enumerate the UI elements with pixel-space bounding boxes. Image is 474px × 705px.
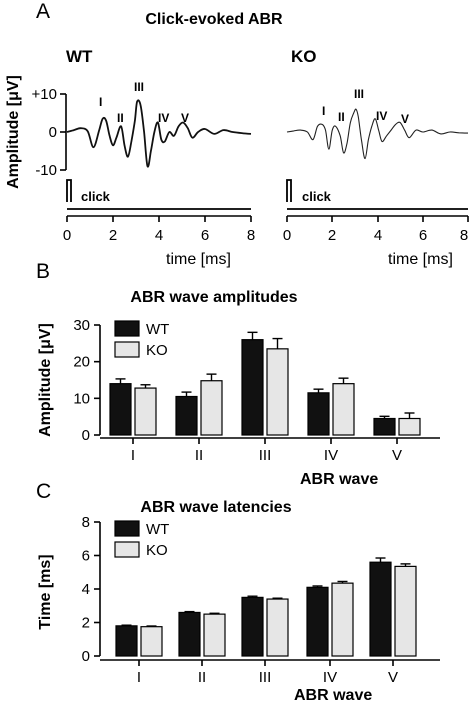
ko-peak-II: II bbox=[338, 110, 345, 124]
wt-peak-I: I bbox=[99, 95, 102, 109]
bar-ko-IV bbox=[332, 383, 355, 436]
y-tick-label: 6 bbox=[82, 548, 90, 565]
bar-wt-II bbox=[178, 611, 201, 657]
wt-time-axis bbox=[66, 215, 252, 222]
bar-ko-III bbox=[266, 598, 289, 657]
x-tick-label-I: I bbox=[137, 669, 141, 686]
x-tick-label-V: V bbox=[388, 669, 398, 686]
x-tick-label-IV: IV bbox=[324, 447, 338, 464]
y-tick-label: 8 bbox=[82, 514, 90, 531]
ko-xlabel: time [ms] bbox=[388, 251, 453, 268]
ko-xtick-2: 2 bbox=[328, 227, 336, 244]
y-tick-label: 0 bbox=[82, 648, 90, 665]
wt-xtick-6: 6 bbox=[201, 227, 209, 244]
panel-a-ytick-0: 0 bbox=[49, 124, 57, 141]
ko-peak-I: I bbox=[322, 104, 325, 118]
x-tick-label-II: II bbox=[195, 447, 203, 464]
bar-wt-V bbox=[373, 417, 396, 436]
wt-xlabel: time [ms] bbox=[166, 251, 231, 268]
y-tick-label: 4 bbox=[82, 581, 90, 598]
panel-c-letter: C bbox=[36, 480, 51, 503]
legend-swatch-wt bbox=[114, 520, 140, 537]
wt-xtick-2: 2 bbox=[109, 227, 117, 244]
wt-xtick-0: 0 bbox=[63, 227, 71, 244]
y-tick-label: 2 bbox=[82, 615, 90, 632]
x-tick-label-III: III bbox=[259, 669, 272, 686]
legend-label-ko: KO bbox=[146, 542, 168, 559]
legend-swatch-ko bbox=[114, 341, 140, 358]
ko-time-axis bbox=[286, 215, 469, 222]
bar-wt-III bbox=[241, 596, 264, 657]
ko-xtick-4: 4 bbox=[374, 227, 382, 244]
wt-click-marker bbox=[66, 179, 251, 210]
wt-xtick-8: 8 bbox=[247, 227, 255, 244]
bar-ko-II bbox=[203, 613, 226, 657]
panel-a-yaxis bbox=[60, 93, 67, 171]
bar-wt-I bbox=[115, 625, 138, 657]
wt-click-label: click bbox=[81, 189, 111, 204]
wt-label: WT bbox=[66, 47, 93, 66]
x-tick-label-II: II bbox=[198, 669, 206, 686]
bar-wt-II bbox=[175, 395, 198, 436]
panel-a-letter: A bbox=[36, 0, 50, 23]
bar-ko-V bbox=[394, 565, 417, 657]
wt-peak-II: II bbox=[117, 111, 124, 125]
wt-peak-IV: IV bbox=[158, 111, 169, 125]
ko-xtick-6: 6 bbox=[419, 227, 427, 244]
ko-peak-V: V bbox=[401, 112, 409, 126]
panel-c-xlabel: ABR wave bbox=[294, 687, 372, 704]
y-tick-label: 0 bbox=[82, 427, 90, 444]
panel-b-title: ABR wave amplitudes bbox=[130, 289, 297, 306]
bar-wt-IV bbox=[307, 392, 330, 436]
bar-ko-V bbox=[398, 417, 421, 436]
x-tick-label-V: V bbox=[392, 447, 402, 464]
panel-b-xlabel: ABR wave bbox=[300, 471, 378, 488]
panel-c-title: ABR wave latencies bbox=[140, 499, 291, 516]
wt-xtick-4: 4 bbox=[155, 227, 163, 244]
ko-click-label: click bbox=[302, 189, 332, 204]
legend-label-ko: KO bbox=[146, 342, 168, 359]
legend-swatch-ko bbox=[114, 541, 140, 558]
bar-ko-I bbox=[134, 387, 157, 436]
ko-abr-trace bbox=[286, 108, 469, 160]
ko-label: KO bbox=[291, 47, 317, 66]
x-tick-label-I: I bbox=[131, 447, 135, 464]
bar-ko-III bbox=[266, 348, 289, 436]
wt-abr-trace bbox=[66, 99, 252, 168]
bar-wt-IV bbox=[306, 586, 329, 657]
x-tick-label-III: III bbox=[259, 447, 272, 464]
ko-peak-III: III bbox=[354, 87, 364, 101]
bar-wt-V bbox=[369, 561, 392, 657]
ko-xtick-8: 8 bbox=[460, 227, 468, 244]
panel-b-letter: B bbox=[36, 260, 50, 283]
bar-ko-II bbox=[200, 380, 223, 436]
legend-swatch-wt bbox=[114, 320, 140, 337]
y-tick-label: 20 bbox=[73, 354, 90, 371]
panel-a-ytick-minus10: -10 bbox=[35, 162, 57, 179]
legend-label-wt: WT bbox=[146, 521, 169, 538]
y-tick-label: 30 bbox=[73, 317, 90, 334]
ko-peak-IV: IV bbox=[376, 109, 387, 123]
ko-click-marker bbox=[286, 179, 468, 210]
ko-xtick-0: 0 bbox=[283, 227, 291, 244]
wt-peak-III: III bbox=[134, 80, 144, 94]
wt-peak-V: V bbox=[181, 111, 189, 125]
y-tick-label: 10 bbox=[73, 390, 90, 407]
bar-wt-I bbox=[109, 383, 132, 436]
panel-a-title: Click-evoked ABR bbox=[145, 11, 283, 28]
x-tick-label-IV: IV bbox=[323, 669, 337, 686]
bar-ko-IV bbox=[331, 582, 354, 657]
bar-ko-I bbox=[140, 626, 163, 657]
panel-b-ylabel: Amplitude [μV] bbox=[37, 323, 54, 437]
panel-a-ylabel: Amplitude [μV] bbox=[5, 75, 22, 189]
legend-label-wt: WT bbox=[146, 321, 169, 338]
bar-wt-III bbox=[241, 339, 264, 436]
panel-c-ylabel: Time [ms] bbox=[37, 554, 54, 629]
panel-a-ytick-plus10: +10 bbox=[32, 86, 57, 103]
